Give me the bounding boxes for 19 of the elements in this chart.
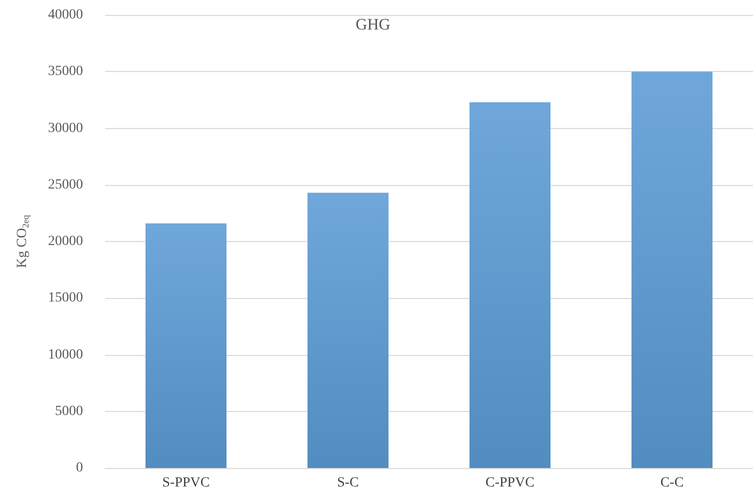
x-tick-label: S-C: [337, 476, 359, 490]
x-tick-label: S-PPVC: [162, 476, 210, 490]
y-tick-label: 40000: [48, 8, 83, 22]
bar: [308, 192, 388, 468]
y-tick-label: 25000: [48, 177, 83, 192]
y-tick-label: 20000: [48, 234, 83, 249]
y-axis-title: Kg CO2eq: [15, 214, 30, 268]
y-tick-label: 10000: [48, 347, 83, 362]
y-tick-label: 35000: [48, 64, 83, 80]
x-tick-label: C-C: [660, 476, 684, 490]
bar: [470, 102, 550, 468]
chart-title: GHG: [356, 16, 391, 34]
x-tick-label: C-PPVC: [485, 476, 535, 490]
y-tick-label: 0: [76, 460, 83, 476]
y-tick-label: 5000: [55, 404, 83, 419]
bar: [146, 223, 226, 468]
bar: [632, 72, 712, 468]
y-tick-label: 15000: [48, 290, 83, 306]
y-tick-label: 30000: [48, 120, 83, 136]
